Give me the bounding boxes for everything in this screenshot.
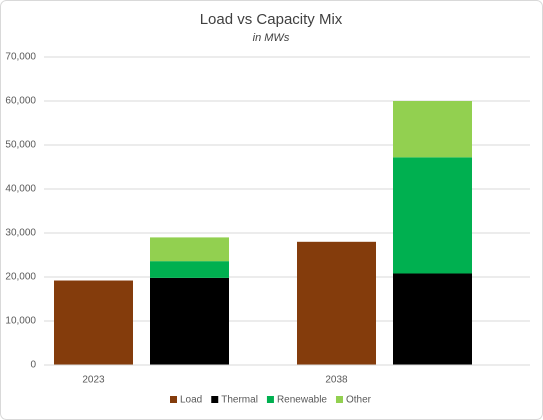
legend-swatch <box>335 396 343 403</box>
legend-swatch <box>211 396 219 403</box>
chart-subtitle: in MWs <box>253 32 290 44</box>
bar-segment <box>393 101 472 158</box>
y-tick-label: 50,000 <box>5 140 36 151</box>
bar-segment <box>393 157 472 274</box>
y-tick-label: 30,000 <box>5 228 36 239</box>
legend-label: Load <box>180 395 202 406</box>
y-tick-label: 60,000 <box>5 96 36 107</box>
chart-title: Load vs Capacity Mix <box>200 11 343 28</box>
bar-segment <box>150 277 229 365</box>
bar <box>54 280 133 365</box>
y-tick-label: 20,000 <box>5 272 36 283</box>
bar <box>297 241 376 365</box>
legend-swatch <box>170 396 177 403</box>
y-tick-label: 70,000 <box>5 52 36 63</box>
legend-label: Other <box>346 395 372 406</box>
y-tick-label: 40,000 <box>5 184 36 195</box>
bar-segment <box>150 237 229 262</box>
x-tick-label: 2023 <box>82 375 105 386</box>
legend-label: Thermal <box>221 395 258 406</box>
bar-segment <box>393 273 472 365</box>
legend-label: Renewable <box>277 395 327 406</box>
y-tick-label: 0 <box>30 360 36 371</box>
y-tick-label: 10,000 <box>5 316 36 327</box>
legend-swatch <box>266 396 274 403</box>
bar-segment <box>150 261 229 278</box>
x-tick-label: 2038 <box>325 375 348 386</box>
